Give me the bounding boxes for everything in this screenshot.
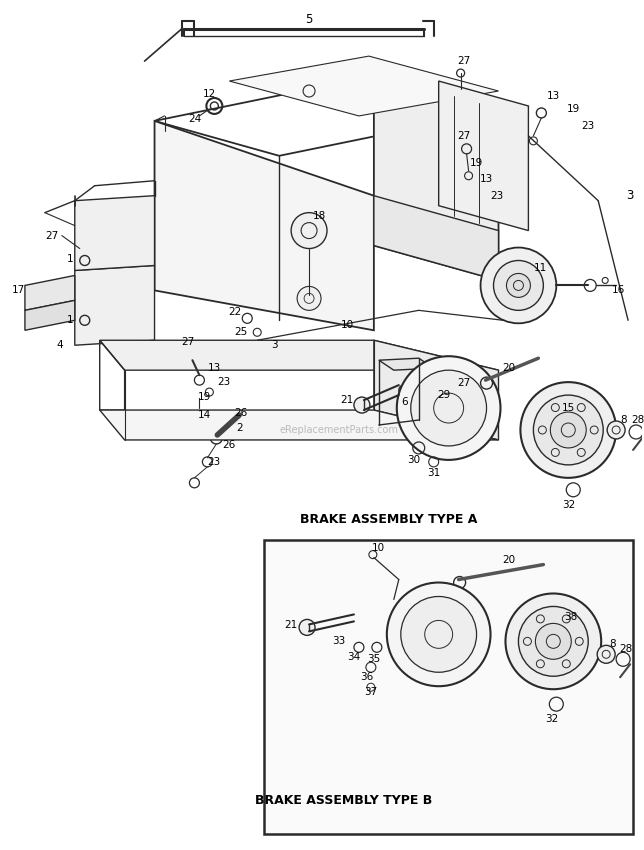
Text: eReplacementParts.com: eReplacementParts.com: [279, 425, 399, 435]
Text: 6: 6: [401, 397, 408, 407]
Polygon shape: [374, 76, 498, 280]
Circle shape: [518, 606, 588, 677]
Text: 8: 8: [620, 415, 627, 425]
Circle shape: [493, 260, 544, 310]
Text: 24: 24: [188, 114, 201, 124]
Polygon shape: [379, 358, 433, 370]
Text: 8: 8: [609, 639, 616, 649]
Text: BRAKE ASSEMBLY TYPE B: BRAKE ASSEMBLY TYPE B: [255, 795, 433, 807]
Text: 23: 23: [208, 457, 221, 467]
Circle shape: [299, 620, 315, 635]
Text: 3: 3: [271, 340, 278, 350]
Polygon shape: [100, 410, 498, 440]
Text: 10: 10: [372, 542, 385, 552]
Text: 27: 27: [457, 378, 470, 388]
Text: 32: 32: [545, 714, 558, 724]
Text: 17: 17: [12, 286, 24, 296]
Text: 13: 13: [547, 91, 560, 101]
Text: 21: 21: [284, 620, 297, 631]
Polygon shape: [75, 265, 155, 345]
Circle shape: [291, 212, 327, 248]
Text: 21: 21: [341, 395, 354, 405]
Text: 19: 19: [198, 392, 211, 402]
Text: 15: 15: [562, 403, 575, 413]
Polygon shape: [374, 196, 498, 280]
Circle shape: [535, 623, 571, 660]
Text: 27: 27: [457, 56, 470, 66]
Text: 28: 28: [620, 644, 633, 654]
Text: BRAKE ASSEMBLY TYPE A: BRAKE ASSEMBLY TYPE A: [300, 513, 477, 526]
Text: 27: 27: [181, 337, 194, 348]
Circle shape: [397, 356, 500, 460]
Text: 38: 38: [564, 612, 577, 622]
Circle shape: [551, 412, 586, 448]
Text: 36: 36: [360, 672, 374, 683]
Circle shape: [607, 421, 625, 439]
Text: 25: 25: [234, 327, 247, 337]
Circle shape: [597, 645, 615, 663]
Text: 2: 2: [236, 423, 243, 433]
Circle shape: [506, 593, 601, 689]
Text: 19: 19: [567, 104, 580, 114]
Text: 23: 23: [582, 121, 595, 131]
Text: 11: 11: [534, 264, 547, 274]
Circle shape: [480, 247, 556, 323]
Text: 23: 23: [490, 190, 503, 201]
Text: 12: 12: [203, 89, 216, 99]
Text: 1: 1: [66, 315, 73, 326]
Polygon shape: [25, 275, 75, 310]
Circle shape: [354, 397, 370, 413]
Text: 13: 13: [208, 363, 221, 373]
Text: 33: 33: [332, 637, 346, 646]
Text: 29: 29: [437, 390, 450, 400]
Text: 14: 14: [198, 410, 211, 420]
Text: 27: 27: [457, 131, 470, 141]
Text: 10: 10: [341, 320, 354, 331]
Text: 34: 34: [347, 652, 361, 662]
Polygon shape: [374, 340, 498, 440]
Text: 32: 32: [562, 500, 575, 510]
Text: 23: 23: [218, 377, 231, 387]
Circle shape: [520, 382, 616, 478]
Circle shape: [297, 286, 321, 310]
Polygon shape: [25, 300, 75, 331]
Text: 1: 1: [66, 253, 73, 264]
Text: 37: 37: [365, 687, 377, 697]
Polygon shape: [439, 81, 529, 230]
Bar: [264, 540, 633, 834]
Text: 26: 26: [223, 440, 236, 450]
Text: 19: 19: [470, 158, 483, 167]
Polygon shape: [100, 340, 498, 370]
Polygon shape: [155, 121, 374, 331]
Text: 3: 3: [627, 190, 634, 202]
Text: 20: 20: [502, 554, 515, 564]
Circle shape: [387, 582, 491, 686]
Text: 5: 5: [305, 13, 313, 26]
Text: 28: 28: [632, 415, 644, 425]
Text: 26: 26: [234, 408, 248, 418]
Circle shape: [533, 395, 603, 465]
Text: 13: 13: [480, 173, 493, 184]
Text: 27: 27: [45, 230, 59, 241]
Text: 20: 20: [502, 363, 515, 373]
Circle shape: [506, 274, 531, 297]
Circle shape: [401, 597, 477, 672]
Text: 4: 4: [57, 340, 63, 350]
Text: 30: 30: [407, 455, 421, 465]
Polygon shape: [229, 56, 498, 116]
Text: 22: 22: [229, 308, 242, 317]
Text: 16: 16: [612, 286, 625, 296]
Text: 18: 18: [312, 211, 326, 221]
Text: 35: 35: [367, 654, 381, 665]
Polygon shape: [75, 196, 155, 270]
Circle shape: [411, 370, 486, 446]
Text: 31: 31: [427, 468, 440, 478]
